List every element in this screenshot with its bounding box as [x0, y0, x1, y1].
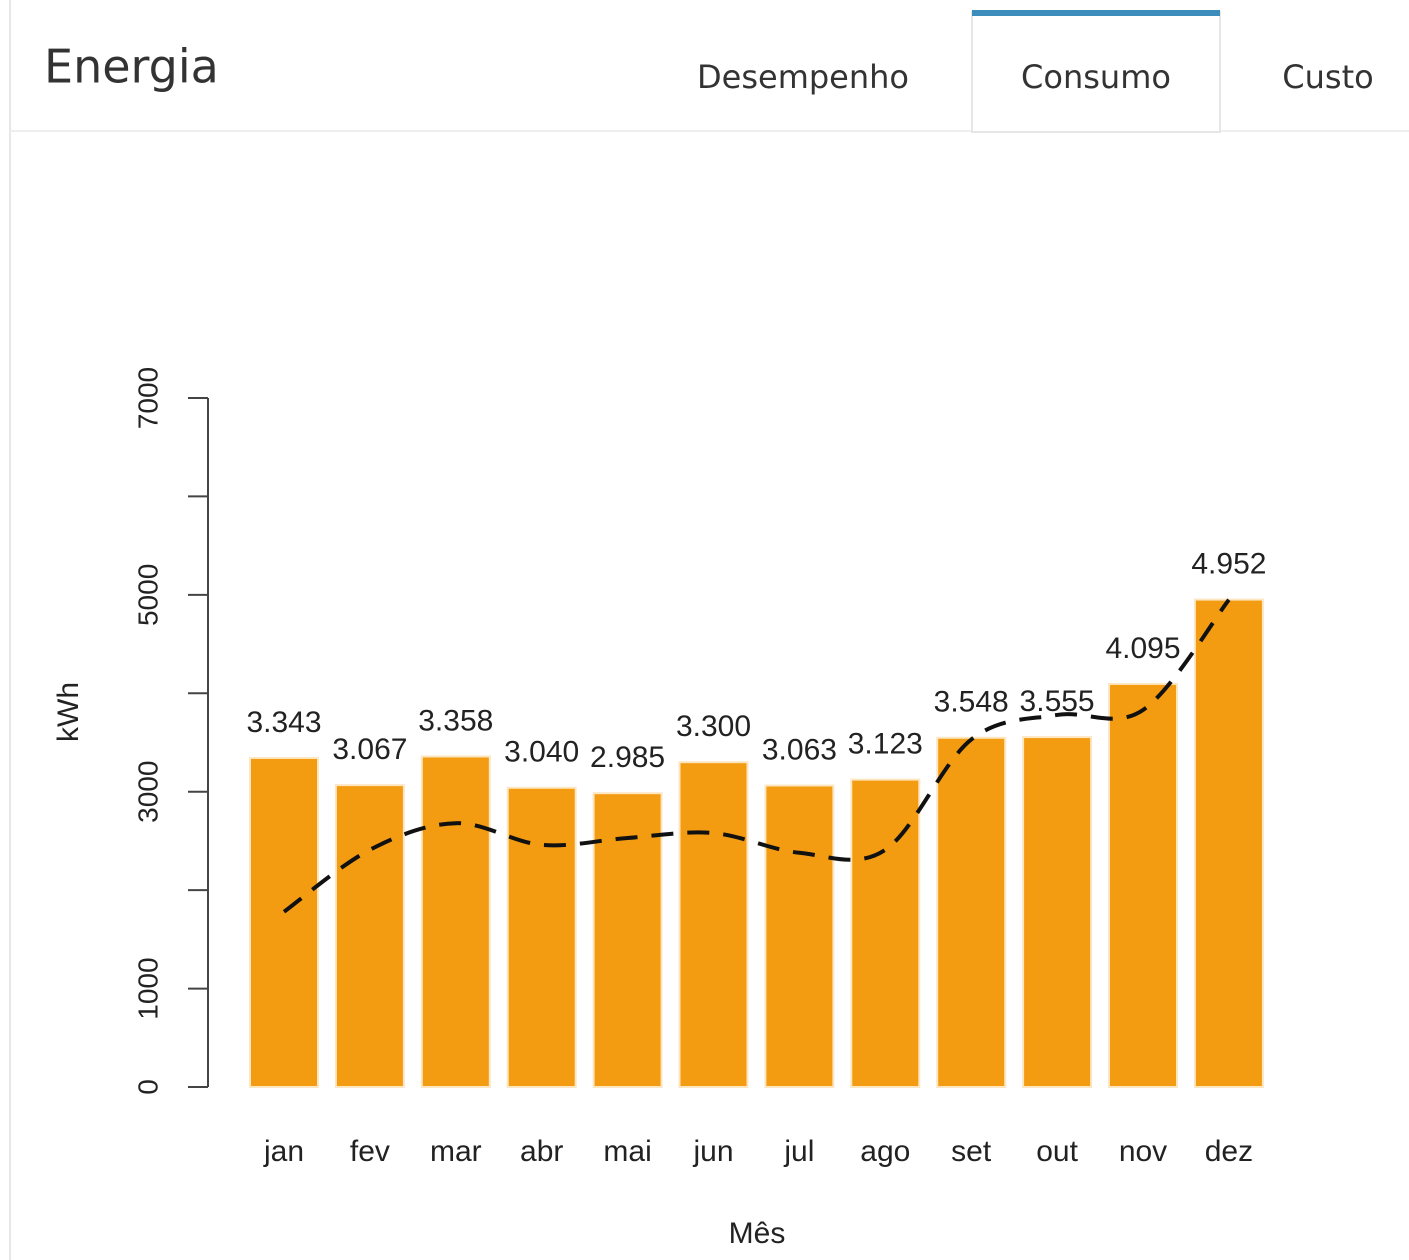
- y-tick-label: 0: [132, 1079, 163, 1095]
- x-tick-label: mar: [430, 1135, 482, 1168]
- value-label: 3.300: [676, 710, 751, 743]
- bar: [334, 784, 405, 1088]
- trend-line: [282, 598, 1231, 914]
- value-label: 4.952: [1191, 548, 1266, 581]
- bar: [420, 755, 491, 1088]
- bar: [249, 756, 319, 1089]
- x-tick-label: ago: [860, 1135, 910, 1168]
- x-tick-label: nov: [1119, 1135, 1167, 1168]
- value-label: 3.123: [848, 728, 923, 761]
- y-tick-label: 7000: [132, 367, 163, 429]
- x-tick-label: jun: [692, 1135, 733, 1168]
- bar: [1193, 598, 1264, 1088]
- bar: [506, 786, 577, 1089]
- y-axis-label: kWh: [52, 682, 85, 742]
- y-tick-label: 3000: [132, 761, 163, 823]
- x-tick-label: jan: [263, 1135, 304, 1168]
- x-tick-label: abr: [520, 1135, 563, 1168]
- bar: [1108, 682, 1178, 1088]
- value-label: 2.985: [590, 741, 665, 774]
- value-label: 3.358: [418, 704, 493, 737]
- y-tick-label: 5000: [132, 564, 163, 626]
- active-tab-indicator: [972, 10, 1220, 16]
- value-label: 3.548: [934, 686, 1009, 719]
- x-tick-label: out: [1036, 1135, 1078, 1168]
- bar: [678, 761, 749, 1089]
- bar: [592, 792, 663, 1089]
- x-axis-label: Mês: [729, 1217, 786, 1250]
- tab[interactable]: Desempenho: [697, 58, 909, 96]
- x-tick-label: jul: [783, 1135, 814, 1168]
- value-label: 4.095: [1105, 632, 1180, 665]
- tab[interactable]: Consumo: [1021, 58, 1171, 96]
- value-label: 3.040: [504, 736, 579, 769]
- value-label: 3.343: [246, 706, 321, 739]
- value-label: 3.063: [762, 733, 837, 766]
- x-tick-label: fev: [350, 1135, 390, 1168]
- value-label: 3.555: [1020, 685, 1095, 718]
- active-tab: [971, 11, 1221, 133]
- x-tick-label: dez: [1205, 1135, 1253, 1168]
- tab[interactable]: Custo: [1282, 58, 1373, 96]
- value-label: 3.067: [332, 733, 407, 766]
- x-tick-label: mai: [603, 1135, 651, 1168]
- bar: [764, 784, 835, 1089]
- bar: [936, 736, 1007, 1089]
- x-tick-label: set: [951, 1135, 992, 1168]
- panel-title: Energia: [44, 40, 219, 94]
- bar: [1022, 736, 1093, 1088]
- y-tick-label: 1000: [132, 957, 163, 1019]
- bar: [850, 778, 921, 1088]
